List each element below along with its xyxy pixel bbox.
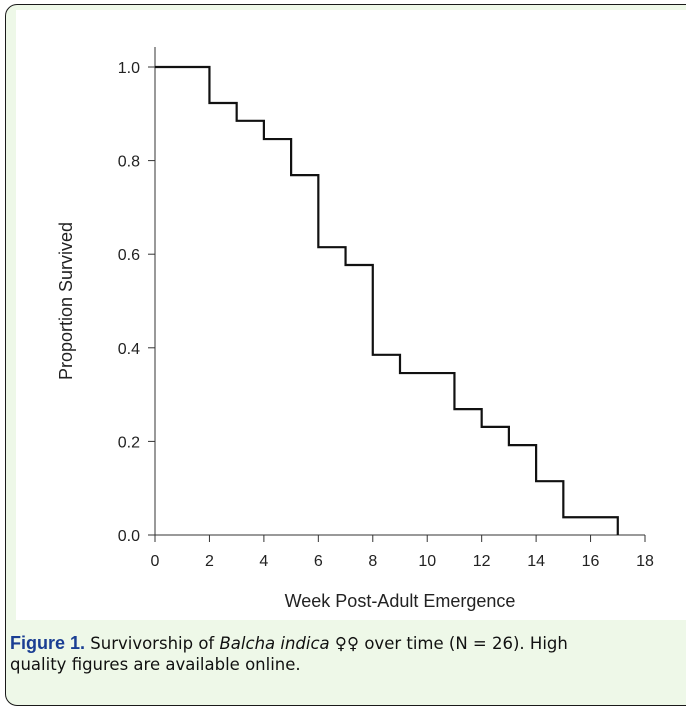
x-tick-label: 6 xyxy=(314,553,323,570)
y-tick-label: 0.0 xyxy=(118,528,140,545)
x-axis-title: Week Post-Adult Emergence xyxy=(285,591,516,611)
y-tick-label: 0.6 xyxy=(118,247,140,264)
y-tick-label: 0.4 xyxy=(118,341,140,358)
x-tick-label: 14 xyxy=(527,553,545,570)
y-tick-label: 0.2 xyxy=(118,434,140,451)
figure-caption: Figure 1. Survivorship of Balcha indica … xyxy=(10,633,686,675)
plot-area: 0 2 4 6 8 10 12 14 16 18 0.0 0.2 0.4 0.6 0.8 1.0 Week Po… xyxy=(16,10,686,620)
survival-step-line xyxy=(155,65,619,535)
x-tick-label: 16 xyxy=(582,553,600,570)
x-tick-label: 18 xyxy=(636,553,654,570)
y-tick-label: 1.0 xyxy=(118,60,140,77)
survivorship-chart: 0 2 4 6 8 10 12 14 16 18 0.0 0.2 0.4 0.6 0.8 1.0 Week Po… xyxy=(56,47,654,611)
x-tick-label: 4 xyxy=(259,553,268,570)
y-axis-title: Proportion Survived xyxy=(56,222,76,380)
caption-species: Balcha indica xyxy=(219,634,330,653)
x-tick-label: 12 xyxy=(473,553,491,570)
caption-line2: quality figures are available online. xyxy=(10,655,301,674)
x-tick-label: 10 xyxy=(418,553,436,570)
y-tick-label: 0.8 xyxy=(118,154,140,171)
x-tick-label: 2 xyxy=(205,553,214,570)
caption-text-after: ♀♀ over time (N = 26). High xyxy=(329,634,568,653)
figure-label: Figure 1. xyxy=(10,633,86,653)
x-tick-label: 0 xyxy=(151,553,160,570)
x-tick-label: 8 xyxy=(368,553,377,570)
caption-text-before: Survivorship of xyxy=(85,634,220,653)
